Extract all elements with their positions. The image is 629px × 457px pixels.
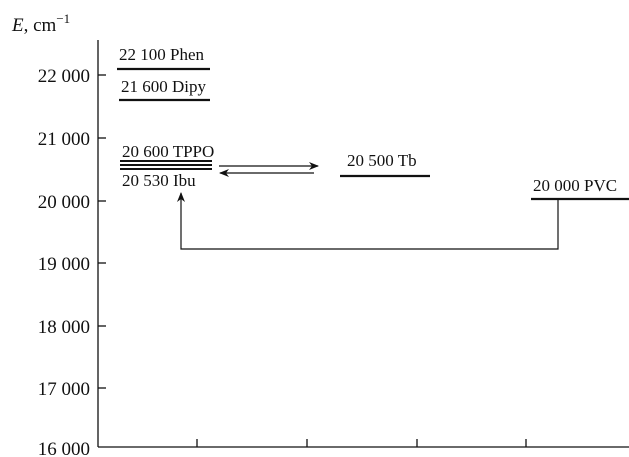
tick-label-22000: 22 000 bbox=[38, 66, 90, 87]
x-ticks bbox=[196, 439, 527, 447]
tick-label-18000: 18 000 bbox=[38, 317, 90, 338]
tick-label-17000: 17 000 bbox=[38, 379, 90, 400]
tick-label-19000: 19 000 bbox=[38, 254, 90, 275]
label-tppo: 20 600 TPPO bbox=[122, 142, 214, 161]
tick-label-16000: 16 000 bbox=[38, 439, 90, 457]
y-ticks bbox=[98, 74, 106, 389]
tick-label-21000: 21 000 bbox=[38, 129, 90, 150]
axis-title: E, cm−1 bbox=[11, 11, 70, 36]
arrow-pvc-to-ibu bbox=[177, 192, 559, 250]
label-tb: 20 500 Tb bbox=[347, 151, 417, 170]
label-ibu: 20 530 Ibu bbox=[122, 171, 196, 190]
label-phen: 22 100 Phen bbox=[119, 45, 205, 64]
tick-label-20000: 20 000 bbox=[38, 192, 90, 213]
label-pvc: 20 000 PVC bbox=[533, 176, 617, 195]
label-dipy: 21 600 Dipy bbox=[121, 77, 207, 96]
